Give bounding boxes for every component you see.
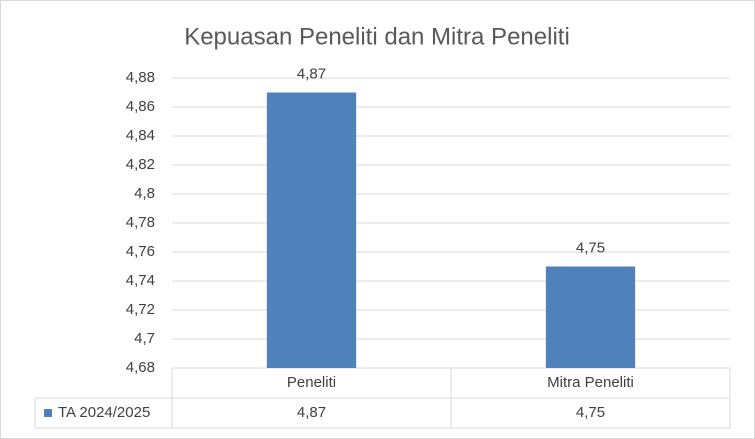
y-tick-label: 4,84 — [126, 127, 155, 144]
y-tick-label: 4,74 — [126, 272, 155, 289]
y-tick-label: 4,72 — [126, 301, 155, 318]
data-label: 4,75 — [576, 239, 605, 256]
y-tick-label: 4,78 — [126, 214, 155, 231]
legend-swatch — [44, 409, 52, 417]
table-cell: 4,75 — [576, 404, 605, 421]
y-tick-label: 4,76 — [126, 243, 155, 260]
y-tick-label: 4,8 — [134, 185, 155, 202]
y-tick-label: 4,7 — [134, 330, 155, 347]
bar — [266, 92, 357, 368]
x-tick-label: Peneliti — [287, 374, 336, 391]
chart-title: Kepuasan Peneliti dan Mitra Peneliti — [184, 23, 570, 50]
bar — [545, 266, 636, 368]
data-label: 4,87 — [297, 65, 326, 82]
y-tick-label: 4,86 — [126, 98, 155, 115]
y-tick-label: 4,82 — [126, 156, 155, 173]
y-tick-label: 4,68 — [126, 359, 155, 376]
x-tick-label: Mitra Peneliti — [547, 374, 634, 391]
y-tick-label: 4,88 — [126, 69, 155, 86]
table-cell: 4,87 — [297, 404, 326, 421]
legend-label: TA 2024/2025 — [58, 404, 150, 421]
